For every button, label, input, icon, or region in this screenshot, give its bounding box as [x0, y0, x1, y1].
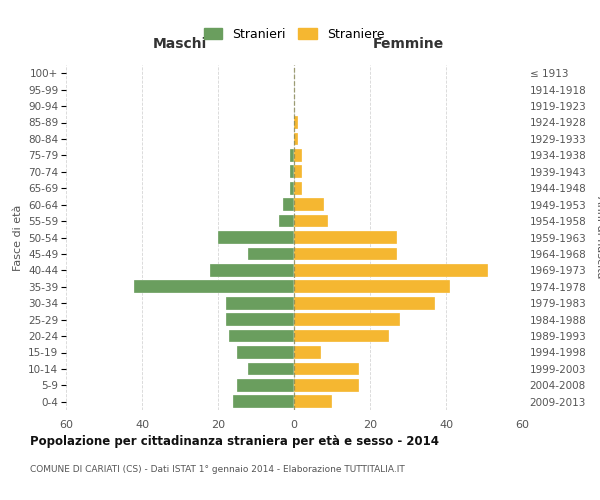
Bar	[248, 248, 294, 260]
Bar	[294, 362, 359, 376]
Bar	[229, 330, 294, 342]
Bar	[294, 166, 302, 178]
Bar	[294, 330, 389, 342]
Y-axis label: Fasce di età: Fasce di età	[13, 204, 23, 270]
Bar	[294, 132, 298, 145]
Bar	[218, 231, 294, 244]
Bar	[283, 198, 294, 211]
Bar	[237, 346, 294, 359]
Text: Maschi: Maschi	[153, 37, 207, 51]
Bar	[294, 280, 450, 293]
Bar	[279, 214, 294, 228]
Bar	[290, 182, 294, 194]
Text: Popolazione per cittadinanza straniera per età e sesso - 2014: Popolazione per cittadinanza straniera p…	[30, 435, 439, 448]
Bar	[294, 198, 325, 211]
Text: COMUNE DI CARIATI (CS) - Dati ISTAT 1° gennaio 2014 - Elaborazione TUTTITALIA.IT: COMUNE DI CARIATI (CS) - Dati ISTAT 1° g…	[30, 465, 405, 474]
Bar	[248, 362, 294, 376]
Bar	[294, 214, 328, 228]
Bar	[226, 313, 294, 326]
Bar	[294, 116, 298, 129]
Bar	[294, 231, 397, 244]
Bar	[294, 313, 400, 326]
Legend: Stranieri, Straniere: Stranieri, Straniere	[199, 23, 389, 46]
Bar	[294, 248, 397, 260]
Bar	[294, 379, 359, 392]
Bar	[294, 149, 302, 162]
Bar	[290, 149, 294, 162]
Bar	[226, 297, 294, 310]
Bar	[134, 280, 294, 293]
Bar	[233, 396, 294, 408]
Bar	[237, 379, 294, 392]
Bar	[294, 182, 302, 194]
Bar	[211, 264, 294, 277]
Bar	[294, 346, 320, 359]
Y-axis label: Anni di nascita: Anni di nascita	[595, 196, 600, 279]
Text: Femmine: Femmine	[373, 37, 443, 51]
Bar	[294, 297, 434, 310]
Bar	[294, 264, 488, 277]
Bar	[290, 166, 294, 178]
Bar	[294, 396, 332, 408]
